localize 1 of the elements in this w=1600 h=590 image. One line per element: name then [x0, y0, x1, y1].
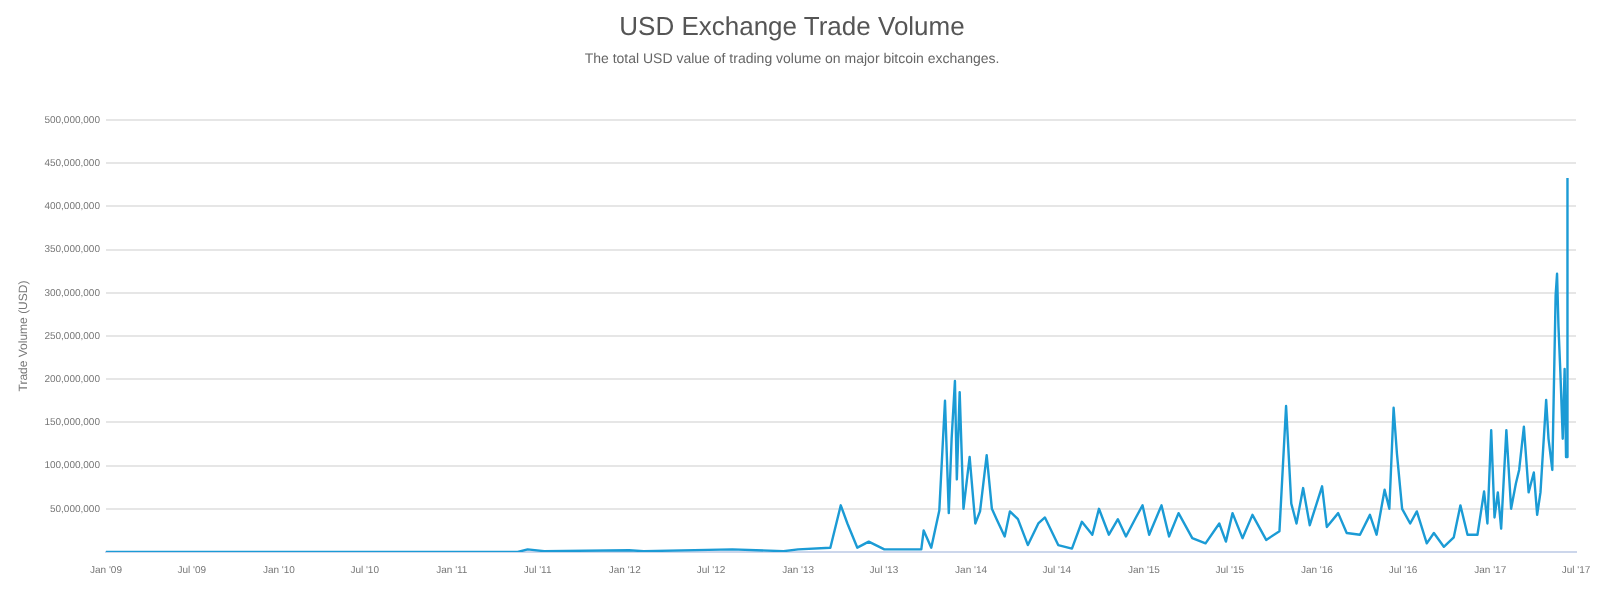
chart-title: USD Exchange Trade Volume: [619, 10, 965, 41]
